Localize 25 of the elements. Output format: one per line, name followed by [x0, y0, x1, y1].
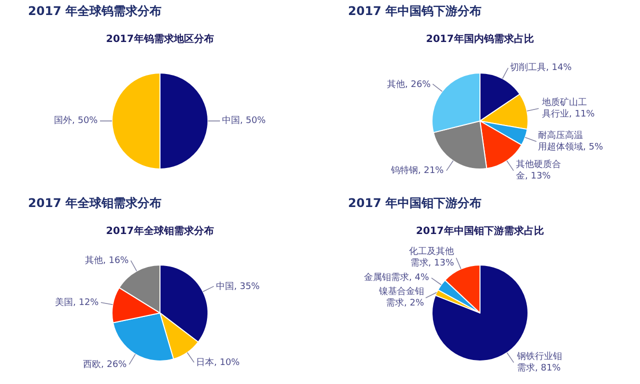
- slice-label: 日本, 10%: [196, 357, 240, 368]
- slice-label: 国外, 50%: [54, 115, 98, 126]
- slice-label: 化工及其他需求, 13%: [409, 246, 454, 269]
- chart-subtitle: 2017年全球钼需求分布: [106, 225, 214, 237]
- chart-title: 2017 年中国钼下游分布: [348, 196, 482, 210]
- slice-label: 西欧, 26%: [83, 359, 128, 370]
- chart-subtitle: 2017年中国钼下游需求占比: [416, 225, 544, 237]
- slice-label: 耐高压高温用超体领域, 5%: [538, 130, 604, 153]
- slice-label: 地质矿山工具行业, 11%: [541, 97, 596, 120]
- chart-title: 2017 年全球钨需求分布: [28, 4, 162, 18]
- chart-title: 2017 年中国钨下游分布: [348, 4, 482, 18]
- slice-label: 金属钼需求, 4%: [364, 272, 430, 283]
- chart-subtitle: 2017年钨需求地区分布: [106, 33, 214, 45]
- slice-label: 镍基合金钼需求, 2%: [378, 286, 424, 309]
- slice-label: 中国, 35%: [216, 281, 260, 292]
- slice-label: 钨特钢, 21%: [390, 165, 444, 176]
- slice-label: 中国, 50%: [222, 115, 266, 126]
- slice-label: 钢铁行业钼需求, 81%: [516, 351, 562, 374]
- slice-label: 其他硬质合金, 13%: [516, 159, 561, 182]
- chart-subtitle: 2017年国内钨需求占比: [426, 33, 534, 45]
- slice-label: 其他, 26%: [387, 79, 432, 90]
- chart-title: 2017 年全球钼需求分布: [28, 196, 162, 210]
- slice-label: 其他, 16%: [85, 255, 130, 266]
- slice-label: 美国, 12%: [55, 297, 100, 308]
- slice-label: 切削工具, 14%: [510, 62, 572, 73]
